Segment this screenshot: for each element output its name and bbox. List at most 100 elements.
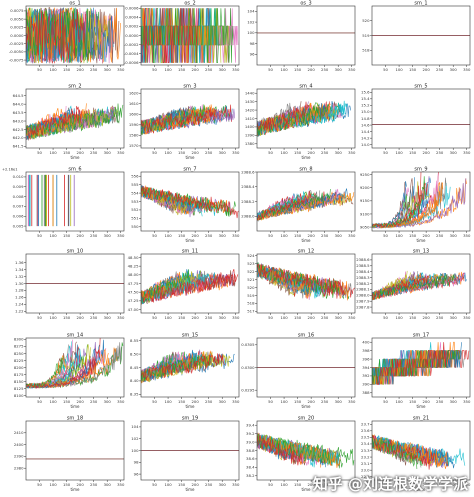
y-tick-label: 0.0000	[10, 33, 24, 38]
subplot-title: sm_11	[182, 249, 198, 255]
x-tick-label: 150	[63, 482, 71, 487]
y-tick-label: 392	[362, 373, 370, 378]
y-tick-label: 388	[362, 390, 370, 395]
x-tick-label: 150	[63, 150, 71, 155]
y-tick-label: 2387.9	[356, 299, 370, 304]
x-tick-label: 350	[348, 399, 356, 404]
x-tick-label: 100	[395, 67, 403, 72]
y-tick-label: 2388.6	[241, 169, 255, 174]
y-tick-label: 1570	[129, 143, 139, 148]
y-tick-label: 14.6	[361, 122, 370, 127]
series-group	[372, 172, 467, 229]
x-tick-label: 150	[294, 482, 302, 487]
y-tick-label: 522	[247, 269, 255, 274]
x-tick-label: 300	[335, 399, 343, 404]
x-axis-label: time	[185, 487, 195, 492]
y-tick-label: 48.00	[128, 272, 139, 277]
y-tick-label: 38.6	[246, 456, 255, 461]
subplot-title: sm_4	[299, 84, 312, 90]
plot-frame	[256, 5, 356, 66]
x-tick-label: 350	[117, 482, 125, 487]
series-line	[26, 108, 111, 139]
y-tick-label: 39.0	[246, 439, 255, 444]
subplot-title: os_3	[300, 1, 311, 7]
x-tick-label: 300	[219, 233, 227, 238]
x-tick-label: 150	[294, 233, 302, 238]
y-tick-label: 1.34	[15, 267, 24, 272]
subplot-title: sm_13	[413, 249, 429, 255]
x-tick-label: 150	[178, 315, 186, 320]
x-tick-label: 300	[219, 315, 227, 320]
x-axis-label: time	[301, 487, 311, 492]
x-tick-label: 250	[436, 67, 444, 72]
x-tick-label: 200	[423, 482, 431, 487]
subplot-title: sm_16	[298, 333, 314, 339]
x-tick-label: 200	[77, 399, 85, 404]
series-line	[372, 350, 447, 385]
series-group	[141, 349, 235, 384]
series-line	[141, 353, 225, 381]
y-tick-label: 1.30	[15, 281, 24, 286]
series-line	[372, 435, 466, 467]
x-tick-label: 100	[49, 67, 57, 72]
x-tick-label: 350	[232, 67, 240, 72]
y-tick-label: 8250	[14, 351, 24, 356]
subplot-title: sm_9	[414, 167, 427, 173]
x-tick-label: 350	[348, 315, 356, 320]
x-axis-label: time	[70, 487, 80, 492]
x-tick-label: 200	[192, 233, 200, 238]
y-tick-label: 0.0025	[10, 25, 24, 30]
x-axis-label: time	[416, 404, 426, 409]
x-tick-label: 150	[409, 315, 417, 320]
series-group	[257, 100, 351, 137]
y-tick-label: 1380	[245, 141, 255, 146]
y-tick-label: -0.0006	[124, 60, 139, 65]
x-tick-label: 200	[192, 315, 200, 320]
series-line	[141, 186, 239, 219]
subplot-sm_20: sm_20 38.2 38.4 38.6 38.8 39.0 39.2 39.4 50 100 15…	[246, 416, 356, 493]
subplot-sm_3: sm_3 1570 1580 1590 1600 1610 1620 50 100 150 200 2…	[129, 84, 240, 161]
x-tick-label: 100	[49, 150, 57, 155]
x-tick-label: 50	[383, 399, 388, 404]
subplot-title: sm_18	[67, 416, 83, 422]
x-tick-label: 200	[308, 150, 316, 155]
y-tick-label: 102	[247, 19, 255, 24]
y-tick-label: 39.4	[246, 423, 255, 428]
x-tick-label: 350	[463, 482, 471, 487]
y-tick-label: 22.9	[361, 474, 370, 479]
y-tick-label: 520	[247, 285, 255, 290]
y-tick-label: 553	[131, 199, 139, 204]
subplot-title: sm_2	[68, 84, 81, 90]
x-tick-label: 200	[192, 150, 200, 155]
y-tick-label: 2390	[14, 454, 24, 459]
x-axis-label: time	[416, 238, 426, 243]
y-tick-label: 38.8	[246, 448, 255, 453]
subplot-title: sm_7	[183, 167, 196, 173]
x-tick-label: 50	[268, 150, 273, 155]
x-tick-label: 200	[77, 67, 85, 72]
y-tick-label: 551	[131, 216, 139, 221]
y-tick-label: 555	[131, 182, 139, 187]
y-tick-label: 1420	[245, 107, 255, 112]
y-tick-label: -0.0050	[9, 49, 24, 54]
x-tick-label: 50	[152, 150, 157, 155]
x-tick-label: 350	[232, 399, 240, 404]
x-tick-label: 300	[450, 482, 458, 487]
series-group	[372, 434, 466, 470]
x-tick-label: 150	[63, 399, 71, 404]
x-tick-label: 150	[409, 150, 417, 155]
y-tick-label: 14.0	[361, 142, 370, 147]
y-tick-label: 396	[362, 356, 370, 361]
y-tick-label: 519	[362, 33, 370, 38]
y-tick-label: 1580	[129, 133, 139, 138]
x-axis-label: time	[185, 155, 195, 160]
series-line	[141, 104, 205, 136]
x-tick-label: 100	[164, 233, 172, 238]
x-tick-label: 200	[192, 482, 200, 487]
subplot-title: sm_15	[182, 333, 198, 339]
x-tick-label: 50	[383, 233, 388, 238]
series-group	[257, 188, 355, 222]
y-tick-label: 0.005	[13, 223, 24, 228]
x-tick-label: 50	[268, 315, 273, 320]
